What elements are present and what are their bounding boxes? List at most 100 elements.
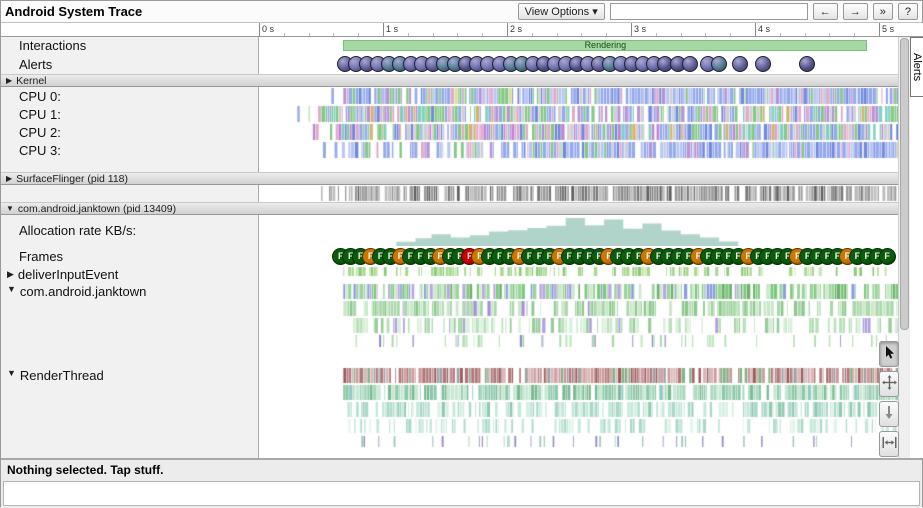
ruler-major-tick	[631, 23, 632, 36]
track-label-cpu1: CPU 1:	[1, 105, 259, 123]
ruler-minor-tick	[854, 33, 856, 36]
allocation-rate-chart[interactable]	[259, 215, 898, 246]
track-row-jank-header[interactable]: ▼ com.android.janktown (pid 13409)	[1, 202, 898, 215]
track-row-kernel-header[interactable]: ▶ Kernel	[1, 74, 898, 87]
track-row-cpu1: CPU 1:	[1, 105, 898, 123]
ruler-minor-tick	[829, 33, 831, 36]
app-title: Android System Trace	[5, 4, 143, 19]
trace-slices-canvas[interactable]	[259, 141, 898, 159]
trace-slices-canvas[interactable]	[259, 283, 898, 353]
track-title: com.android.janktown	[19, 284, 147, 299]
ruler-minor-tick	[804, 33, 806, 36]
interaction-bar-rendering[interactable]: Rendering	[343, 40, 868, 51]
timeline-view: 0 s 1 s 2 s 3 s 4 s 5 s Interactions Rendering…	[1, 23, 923, 458]
track-content-sf-track[interactable]	[259, 185, 898, 202]
track-row-sf-track	[1, 185, 898, 202]
track-label-alloc: Allocation rate KB/s:	[1, 215, 259, 246]
alert-icon[interactable]	[711, 56, 728, 72]
ruler-minor-tick	[407, 33, 409, 36]
track-row-deliver-input: ▶ deliverInputEvent	[1, 266, 898, 283]
track-content-cpu1[interactable]	[259, 105, 898, 123]
expander-icon[interactable]: ▶	[7, 269, 14, 279]
scrollbar-thumb[interactable]	[900, 38, 909, 330]
alert-icon[interactable]	[682, 56, 699, 72]
track-label-frames: Frames	[1, 246, 259, 266]
expander-icon[interactable]: ▼	[7, 284, 16, 294]
trace-slices-canvas[interactable]	[259, 123, 898, 141]
track-row-jank-thread: ▼ com.android.janktown	[1, 283, 898, 353]
ruler-minor-tick	[730, 33, 732, 36]
ruler-minor-tick	[655, 33, 657, 36]
track-content-render-thread[interactable]	[259, 367, 898, 452]
frame-marker[interactable]: F	[878, 247, 896, 265]
zoom-arrow-icon	[883, 405, 895, 423]
trace-slices-canvas[interactable]	[259, 105, 898, 123]
expander-icon[interactable]: ▼	[6, 204, 14, 213]
track-content-interactions[interactable]: Rendering	[259, 37, 898, 54]
track-content-cpu2[interactable]	[259, 123, 898, 141]
find-box	[609, 3, 808, 22]
toolbar: Android System Trace View Options ▾ ← → …	[1, 1, 922, 23]
track-content-jank-thread[interactable]	[259, 283, 898, 353]
find-next-button[interactable]: →	[842, 3, 868, 20]
ruler-minor-tick	[556, 33, 558, 36]
help-button[interactable]: ?	[897, 3, 918, 20]
track-content-cpu0[interactable]	[259, 87, 898, 105]
track-row-render-thread: ▼ RenderThread	[1, 367, 898, 452]
expander-icon[interactable]: ▶	[6, 174, 13, 183]
find-input[interactable]	[610, 6, 807, 22]
time-ruler[interactable]: 0 s 1 s 2 s 3 s 4 s 5 s	[1, 23, 923, 37]
group-title: Kernel	[16, 74, 47, 87]
ruler-tick-label: 2 s	[510, 24, 523, 34]
select-tool-button[interactable]	[879, 341, 899, 367]
track-label-render-thread[interactable]: ▼ RenderThread	[1, 367, 259, 452]
find-previous-button[interactable]: ←	[812, 3, 838, 20]
track-title: CPU 2:	[19, 124, 61, 140]
trace-slices-canvas[interactable]	[259, 185, 898, 202]
track-label-interactions: Interactions	[1, 37, 259, 54]
track-label-deliver-input[interactable]: ▶ deliverInputEvent	[1, 266, 259, 283]
trace-slices-canvas[interactable]	[259, 87, 898, 105]
track-title: deliverInputEvent	[17, 267, 119, 282]
track-label-jank-thread[interactable]: ▼ com.android.janktown	[1, 283, 259, 353]
alerts-side-tab[interactable]: Alerts	[910, 37, 923, 97]
trace-slices-canvas[interactable]	[259, 266, 898, 283]
pan-tool-button[interactable]	[879, 371, 899, 397]
track-title: Allocation rate KB/s:	[19, 223, 137, 238]
cursor-arrow-icon	[883, 345, 896, 363]
alert-icon[interactable]	[799, 56, 816, 72]
view-options-button[interactable]: View Options ▾	[517, 3, 605, 20]
track-row-cpu3: CPU 3:	[1, 141, 898, 159]
track-content-cpu3[interactable]	[259, 141, 898, 159]
track-content-deliver-input[interactable]	[259, 266, 898, 283]
alert-icon[interactable]	[731, 56, 748, 72]
expander-icon[interactable]: ▼	[7, 368, 16, 378]
track-area: Interactions Rendering Alerts ▶ Kernel CPU 0:…	[1, 37, 898, 458]
track-content-alerts[interactable]	[259, 54, 898, 74]
track-row-alerts: Alerts	[1, 54, 898, 74]
ruler-tick-label: 0 s	[262, 24, 275, 34]
track-content-alloc[interactable]	[259, 215, 898, 246]
timing-tool-button[interactable]	[879, 431, 899, 457]
expander-icon[interactable]: ▶	[6, 76, 13, 85]
trace-slices-canvas[interactable]	[259, 367, 898, 452]
analysis-area: Nothing selected. Tap stuff.	[1, 458, 922, 508]
vertical-scrollbar[interactable]	[898, 37, 910, 458]
track-title: CPU 1:	[19, 106, 61, 122]
track-row-sf-header[interactable]: ▶ SurfaceFlinger (pid 118)	[1, 172, 898, 185]
track-row-cpu2: CPU 2:	[1, 123, 898, 141]
ruler-tick-label: 5 s	[882, 24, 895, 34]
ruler-minor-tick	[333, 33, 335, 36]
ruler-minor-tick	[457, 33, 459, 36]
alert-icon[interactable]	[754, 56, 771, 72]
ruler-major-tick	[879, 23, 880, 36]
track-title: CPU 0:	[19, 88, 61, 104]
group-title: com.android.janktown (pid 13409)	[17, 202, 177, 215]
zoom-tool-button[interactable]	[879, 401, 899, 427]
pan-arrows-icon	[881, 375, 897, 393]
ruler-minor-tick	[606, 33, 608, 36]
expand-panel-button[interactable]: »	[872, 3, 893, 20]
track-title: RenderThread	[19, 368, 104, 383]
